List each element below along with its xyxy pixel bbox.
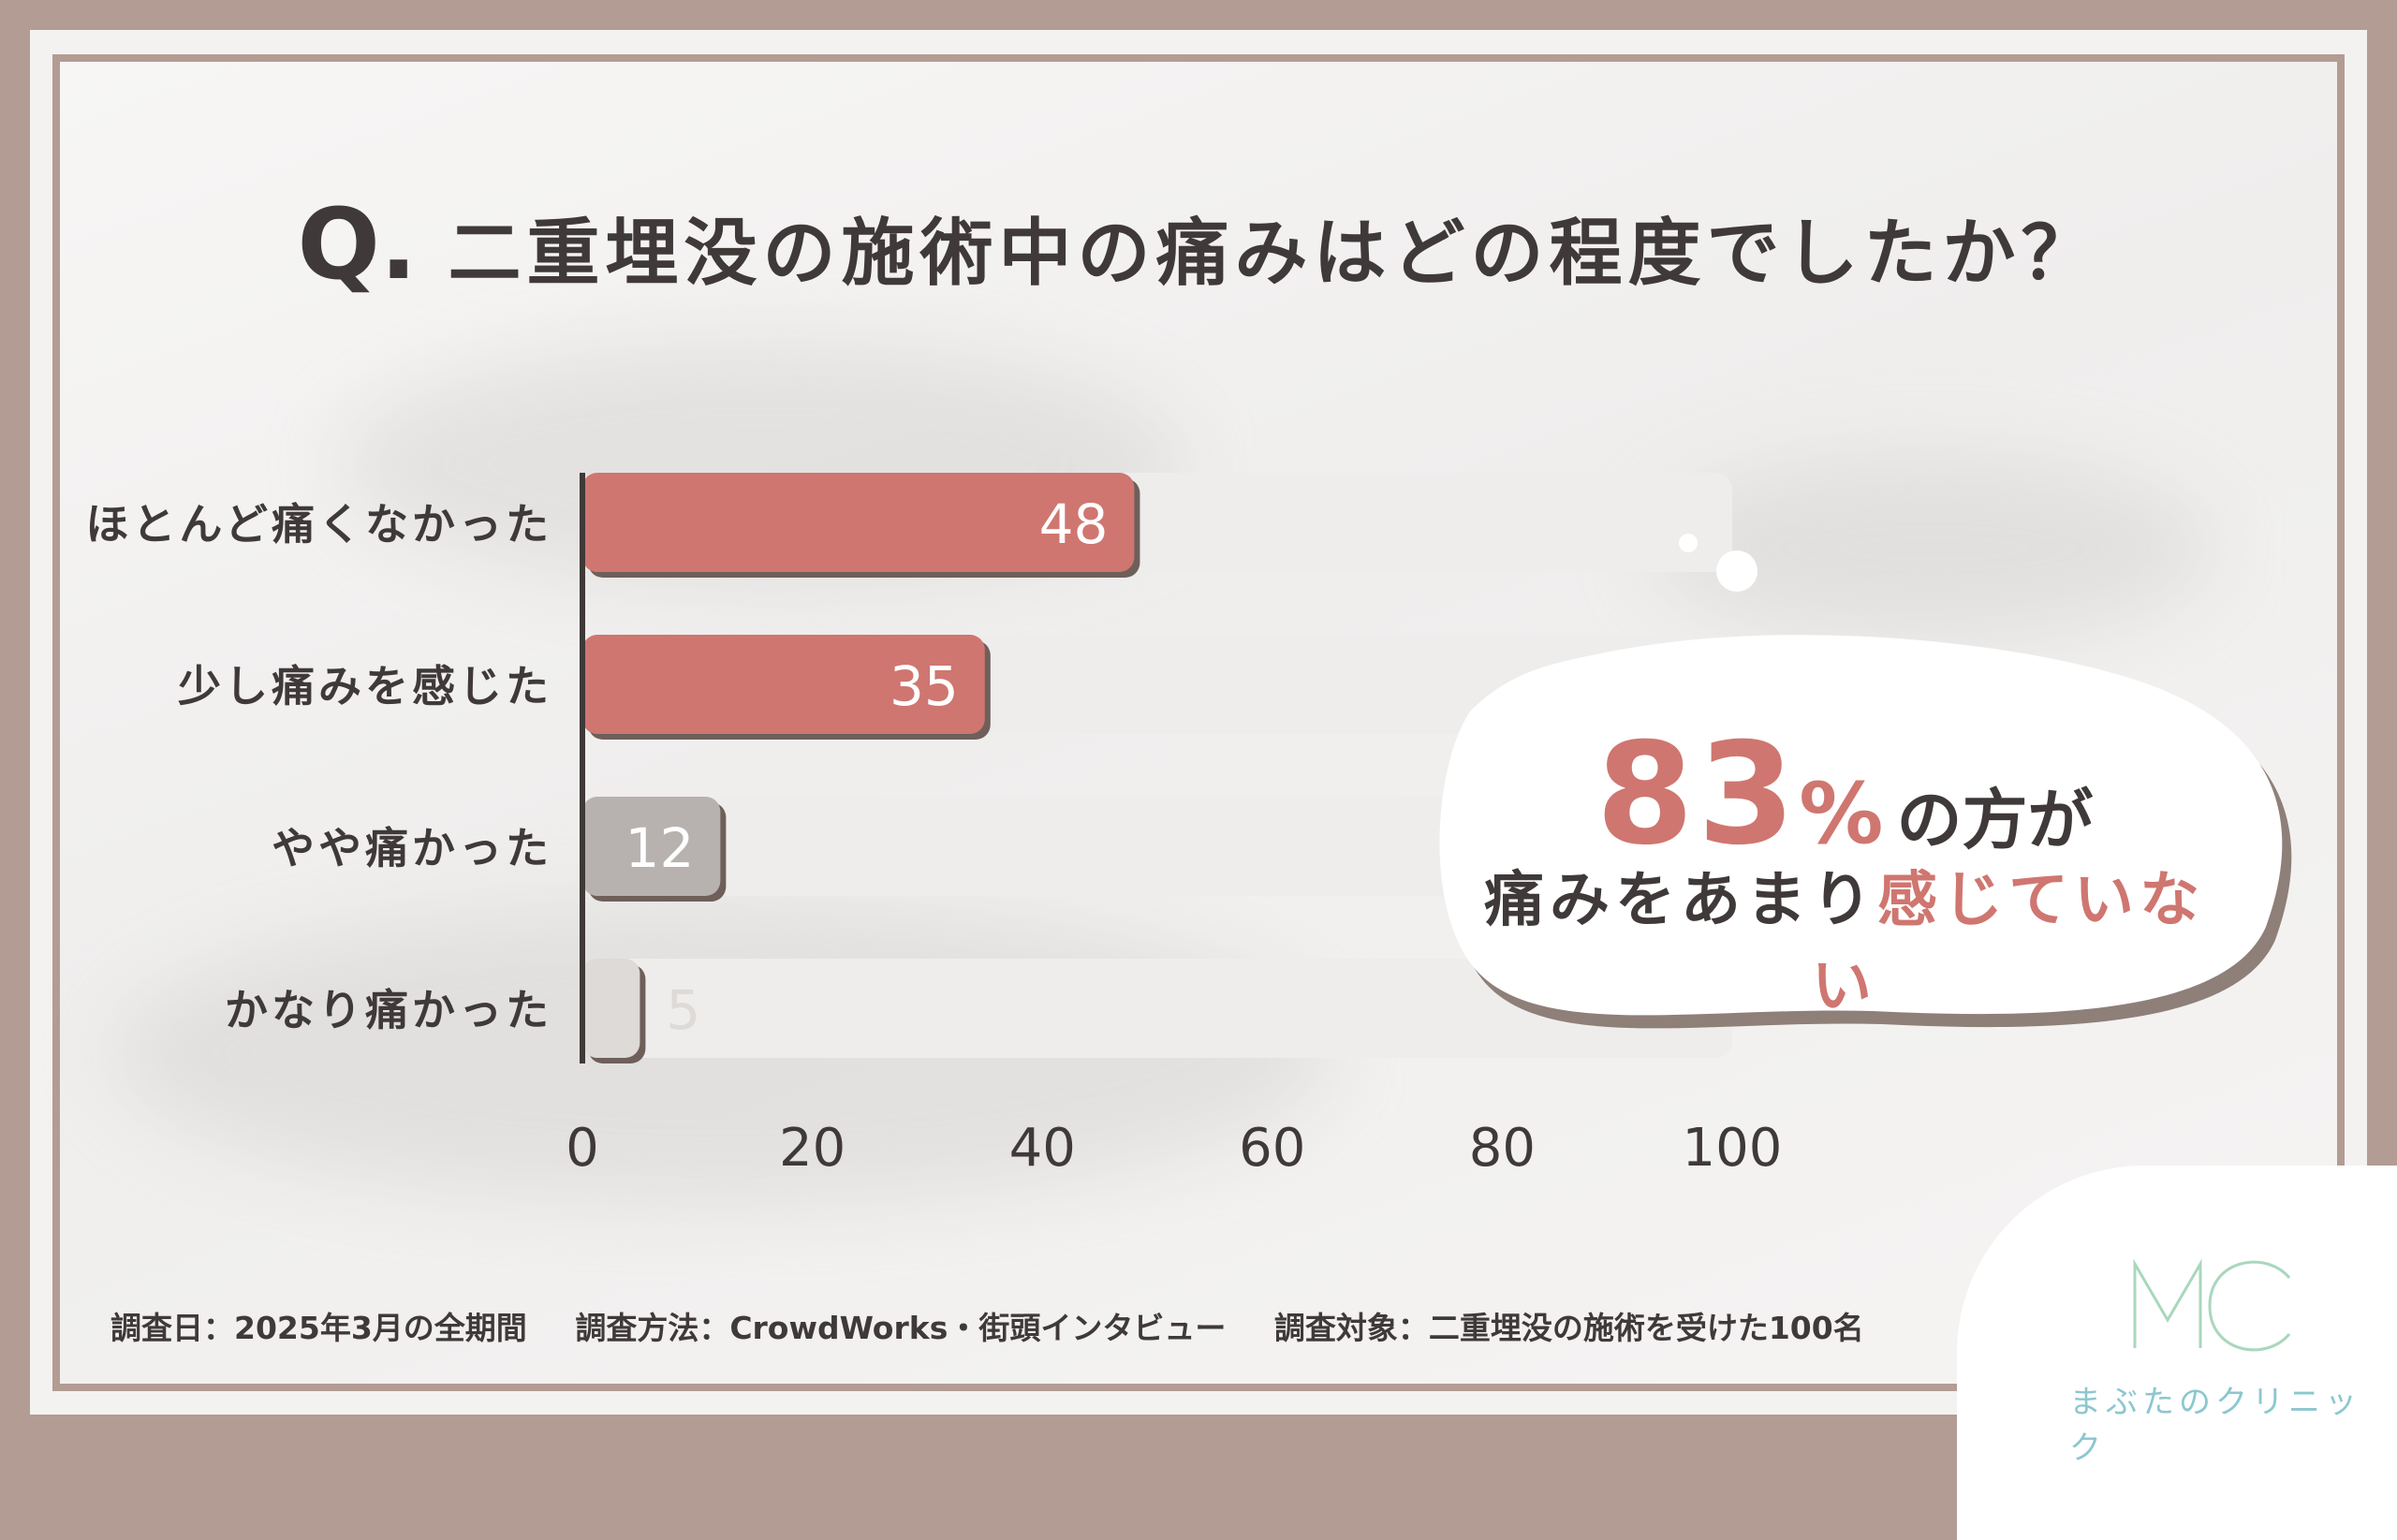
callout-line-2: 痛みをあまり感じていない — [1461, 852, 2228, 1024]
bar-2 — [582, 635, 985, 734]
x-tick-label: 60 — [1239, 1118, 1305, 1179]
category-label: やや痛かった — [272, 823, 552, 873]
x-tick-label: 100 — [1683, 1118, 1783, 1179]
x-tick-label: 80 — [1469, 1118, 1536, 1179]
clinic-name: まぶたのクリニック — [2069, 1384, 2361, 1467]
question-mark-label: Q. — [297, 187, 418, 301]
category-label: かなり痛かった — [225, 985, 552, 1035]
bubble-body — [1439, 635, 2283, 1016]
callout-line-1-rest: の方が — [1896, 782, 2094, 858]
callout-line-2-plain: 痛みをあまり — [1484, 866, 1877, 935]
survey-method: 調査方法：CrowdWorks・街頭インタビュー — [575, 1310, 1227, 1346]
logo-mark — [2133, 1258, 2291, 1352]
x-tick-label: 20 — [779, 1118, 846, 1179]
survey-target: 調査対象：二重埋没の施術を受けた100名 — [1273, 1310, 1864, 1346]
bar-value-label: 12 — [625, 816, 695, 880]
bubble-dot-medium — [1716, 550, 1757, 592]
bar-track — [582, 959, 1732, 1058]
bar-value-label: 5 — [666, 978, 700, 1042]
survey-footer: 調査日：2025年3月の全期間 調査方法：CrowdWorks・街頭インタビュー… — [110, 1303, 1902, 1348]
bubble-dot-small — [1679, 534, 1698, 552]
bar-3 — [582, 797, 721, 896]
bar-value-label: 35 — [890, 654, 959, 718]
survey-date: 調査日：2025年3月の全期間 — [110, 1310, 527, 1346]
bar-1 — [582, 473, 1135, 572]
question-text: 二重埋没の施術中の痛みはどの程度でしたか？ — [448, 212, 2100, 296]
logo-m-icon — [2133, 1258, 2202, 1348]
logo-c-icon — [2208, 1260, 2291, 1352]
callout-line-1: 83% の方が — [1461, 713, 2228, 876]
category-label: ほとんど痛くなかった — [85, 499, 552, 550]
callout-line-2-highlight: 感じていない — [1812, 866, 2205, 1021]
bar-4 — [582, 959, 640, 1058]
callout-bubble — [1439, 534, 2292, 1029]
callout-percentage: 83 — [1596, 713, 1800, 876]
category-label: 少し痛みを感じた — [178, 661, 552, 711]
bar-value-label: 48 — [1039, 492, 1109, 556]
callout-percent-sign: % — [1799, 765, 1884, 863]
x-tick-label: 40 — [1009, 1118, 1076, 1179]
x-tick-label: 0 — [566, 1118, 599, 1179]
background-shadow — [1652, 455, 2213, 642]
chart-title: Q. 二重埋没の施術中の痛みはどの程度でしたか？ — [0, 187, 2397, 301]
